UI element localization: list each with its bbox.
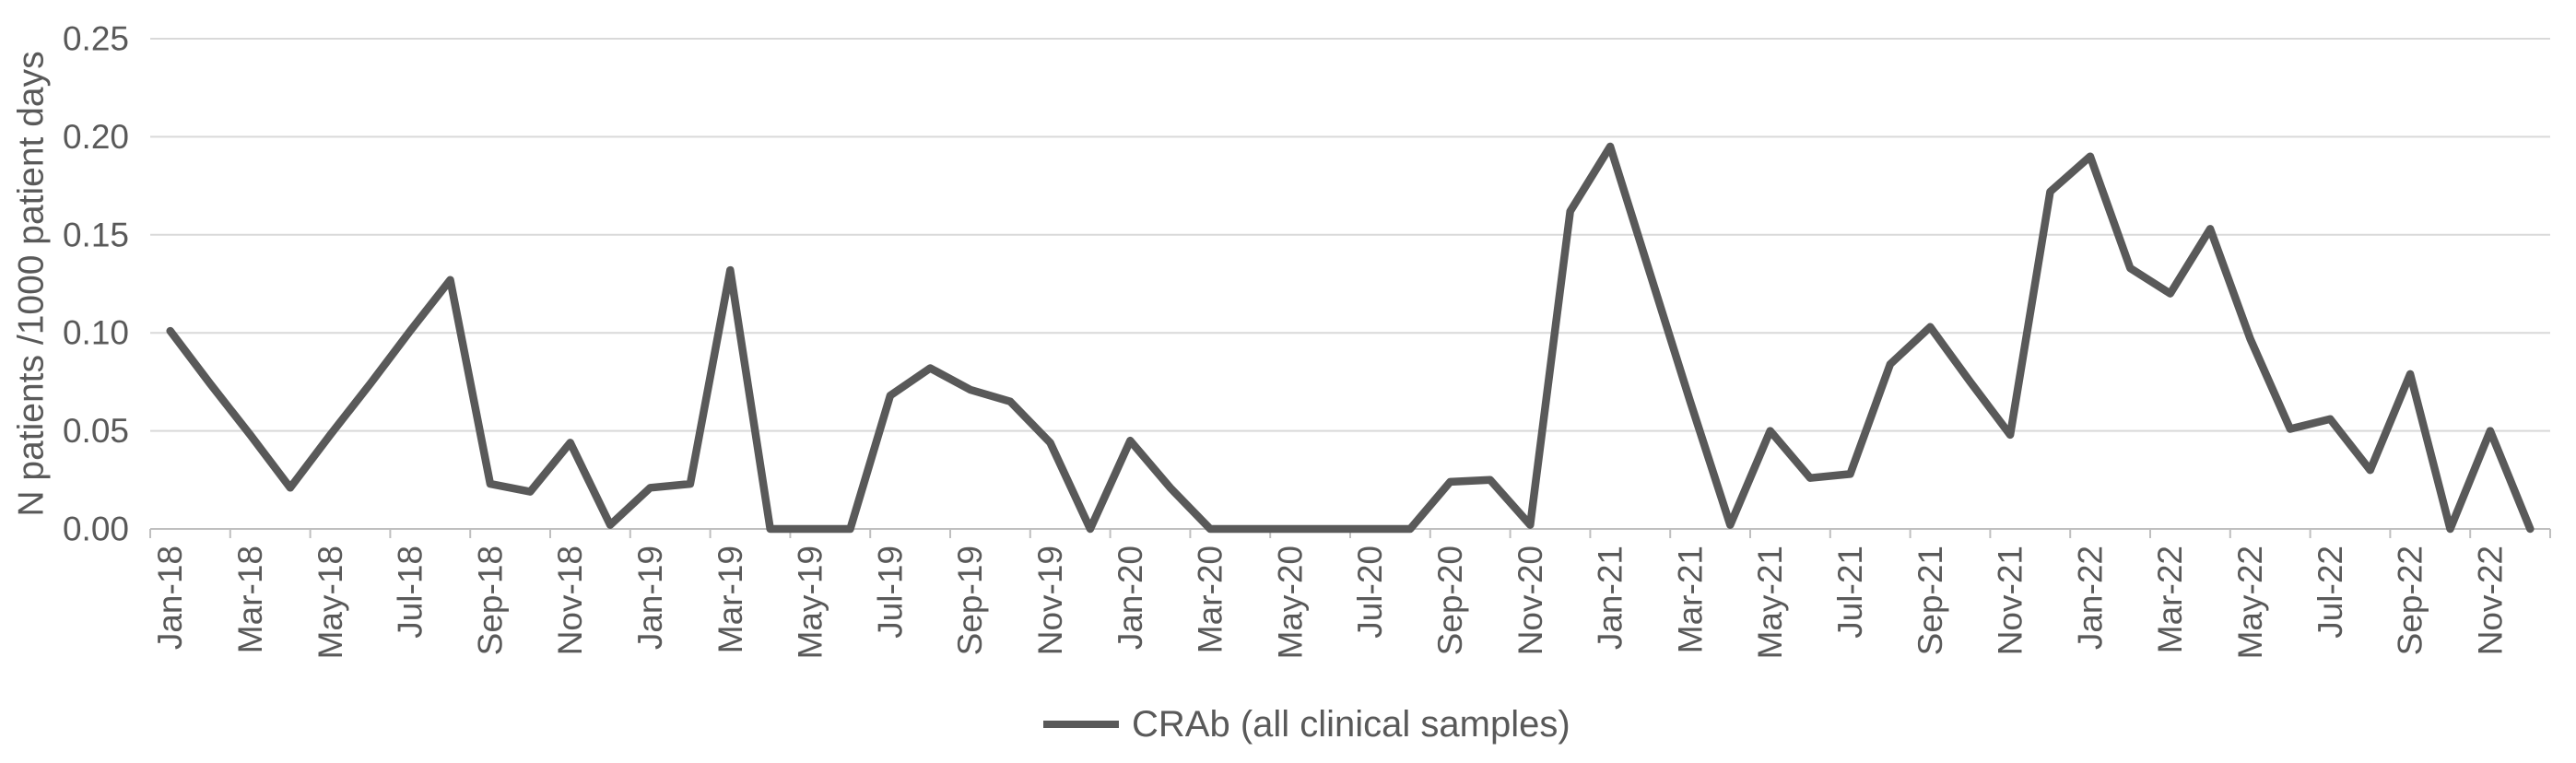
legend: CRAb (all clinical samples) [1043, 704, 1570, 745]
x-tick-label: May-21 [1751, 546, 1789, 659]
x-tick-label: Nov-20 [1511, 546, 1549, 655]
x-tick-label: Jul-20 [1351, 546, 1389, 639]
legend-label: CRAb (all clinical samples) [1132, 704, 1570, 745]
x-tick-label: Nov-21 [1992, 546, 2029, 655]
x-tick-label: Mar-20 [1192, 546, 1229, 653]
x-axis-tick-labels: Jan-18 Mar-18 May-18 Jul-18 Sep-18 Nov-18 Jan-… [151, 546, 2509, 659]
x-tick-label: Jul-22 [2311, 546, 2349, 639]
x-tick-label: Jan-20 [1112, 546, 1149, 650]
x-tick-label: Jan-21 [1592, 546, 1629, 650]
y-tick-label: 0.25 [63, 20, 129, 58]
x-tick-label: Sep-21 [1911, 546, 1949, 655]
x-tick-label: Jul-18 [392, 546, 429, 639]
x-tick-label: Sep-22 [2392, 546, 2429, 655]
x-axis-tick-marks [149, 529, 2551, 538]
x-tick-label: Jan-18 [151, 546, 189, 650]
x-tick-label: Jan-22 [2071, 546, 2109, 650]
y-tick-label: 0.15 [63, 216, 129, 253]
x-tick-label: Sep-18 [471, 546, 509, 655]
x-tick-label: May-22 [2231, 546, 2269, 659]
x-tick-label: Mar-19 [712, 546, 749, 653]
x-tick-label: May-19 [792, 546, 829, 659]
x-tick-label: Nov-18 [551, 546, 589, 655]
x-tick-label: Mar-22 [2151, 546, 2189, 653]
x-tick-label: May-18 [312, 546, 349, 659]
x-tick-label: Jul-21 [1831, 546, 1869, 639]
crab-series-line [166, 142, 2535, 534]
y-tick-label: 0.05 [63, 412, 129, 450]
x-tick-label: Mar-21 [1671, 546, 1709, 653]
x-tick-label: Jul-19 [871, 546, 909, 639]
y-tick-label: 0.00 [63, 511, 129, 548]
y-tick-label: 0.20 [63, 118, 129, 156]
horizontal-gridlines [150, 38, 2550, 432]
y-tick-label: 0.10 [63, 314, 129, 352]
x-tick-label: Nov-22 [2471, 546, 2509, 655]
y-axis-tick-labels: 0.00 0.05 0.10 0.15 0.20 0.25 [63, 20, 129, 548]
x-tick-label: Sep-20 [1431, 546, 1469, 655]
x-tick-label: Nov-19 [1031, 546, 1069, 655]
y-axis-title: N patients /1000 patient days [12, 51, 52, 516]
x-tick-label: Sep-19 [951, 546, 989, 655]
x-tick-label: May-20 [1271, 546, 1309, 659]
x-tick-label: Mar-18 [231, 546, 269, 653]
x-tick-label: Jan-19 [631, 546, 669, 650]
